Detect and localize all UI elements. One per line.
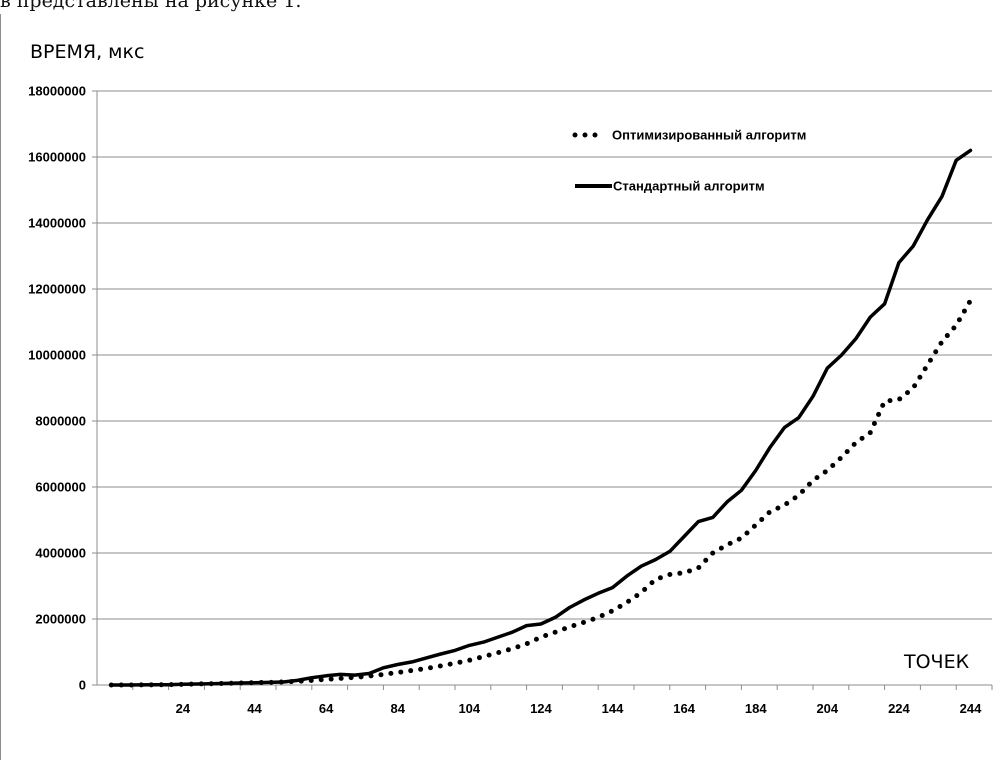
y-tick-label: 18000000: [28, 84, 86, 99]
y-tick-label: 6000000: [35, 480, 86, 495]
x-tick-label: 224: [888, 701, 910, 716]
x-tick-label: 244: [960, 701, 982, 716]
y-tick-label: 0: [79, 678, 86, 693]
x-tick-label: 164: [673, 701, 695, 716]
x-tick-label: 204: [816, 701, 838, 716]
legend: Оптимизированный алгоритм Стандартный ал…: [572, 128, 806, 194]
x-tick-label: 124: [530, 701, 552, 716]
y-tick-label: 14000000: [28, 216, 86, 231]
series-lines: [108, 148, 973, 688]
y-tick-label: 16000000: [28, 150, 86, 165]
series-line-optimized: [108, 298, 973, 688]
axes: [92, 90, 993, 690]
y-axis-title: ВРЕМЯ, мкс: [30, 41, 144, 63]
chart-frame: [0, 14, 1002, 760]
x-axis-title: ТОЧЕК: [903, 651, 970, 673]
x-tick-label: 184: [745, 701, 767, 716]
gridlines: [97, 90, 992, 620]
y-tick-label: 10000000: [28, 348, 86, 363]
document-caption-text: в представлены на рисунке 1.: [0, 0, 302, 12]
x-tick-label: 144: [602, 701, 624, 716]
y-tick-label: 4000000: [35, 546, 86, 561]
legend-label-optimized: Оптимизированный алгоритм: [612, 128, 806, 143]
x-tick-label: 44: [247, 701, 262, 716]
y-tick-label: 12000000: [28, 282, 86, 297]
y-tick-label: 8000000: [35, 414, 86, 429]
x-tick-label: 84: [390, 701, 405, 716]
x-tick-label: 64: [319, 701, 334, 716]
x-tick-labels: 24 44 64 84 104 124 144 164 184 204 224 244: [176, 701, 982, 716]
y-tick-label: 2000000: [35, 612, 86, 627]
x-tick-label: 104: [458, 701, 480, 716]
series-line-standard: [109, 148, 973, 687]
y-tick-labels: 0 2000000 4000000 6000000 8000000 10000000 120…: [28, 84, 86, 693]
legend-label-standard: Стандартный алгоритм: [613, 179, 765, 194]
x-tick-label: 24: [176, 701, 191, 716]
